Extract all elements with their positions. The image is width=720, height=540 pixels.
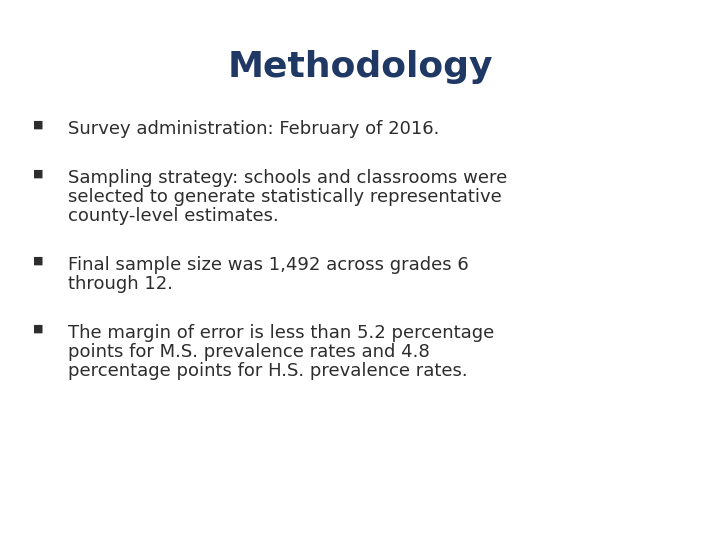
Text: Final sample size was 1,492 across grades 6: Final sample size was 1,492 across grade… — [68, 256, 469, 274]
Text: The margin of error is less than 5.2 percentage: The margin of error is less than 5.2 per… — [68, 324, 494, 342]
Text: county-level estimates.: county-level estimates. — [68, 207, 279, 225]
Text: Methodology: Methodology — [228, 50, 492, 84]
Text: through 12.: through 12. — [68, 275, 173, 293]
Text: points for M.S. prevalence rates and 4.8: points for M.S. prevalence rates and 4.8 — [68, 343, 430, 361]
Text: ■: ■ — [32, 324, 43, 334]
Text: Survey administration: February of 2016.: Survey administration: February of 2016. — [68, 120, 439, 138]
Text: Sampling strategy: schools and classrooms were: Sampling strategy: schools and classroom… — [68, 169, 508, 187]
Text: selected to generate statistically representative: selected to generate statistically repre… — [68, 188, 502, 206]
Text: percentage points for H.S. prevalence rates.: percentage points for H.S. prevalence ra… — [68, 362, 467, 380]
Text: ■: ■ — [32, 256, 43, 266]
Text: ■: ■ — [32, 169, 43, 179]
Text: ■: ■ — [32, 120, 43, 130]
